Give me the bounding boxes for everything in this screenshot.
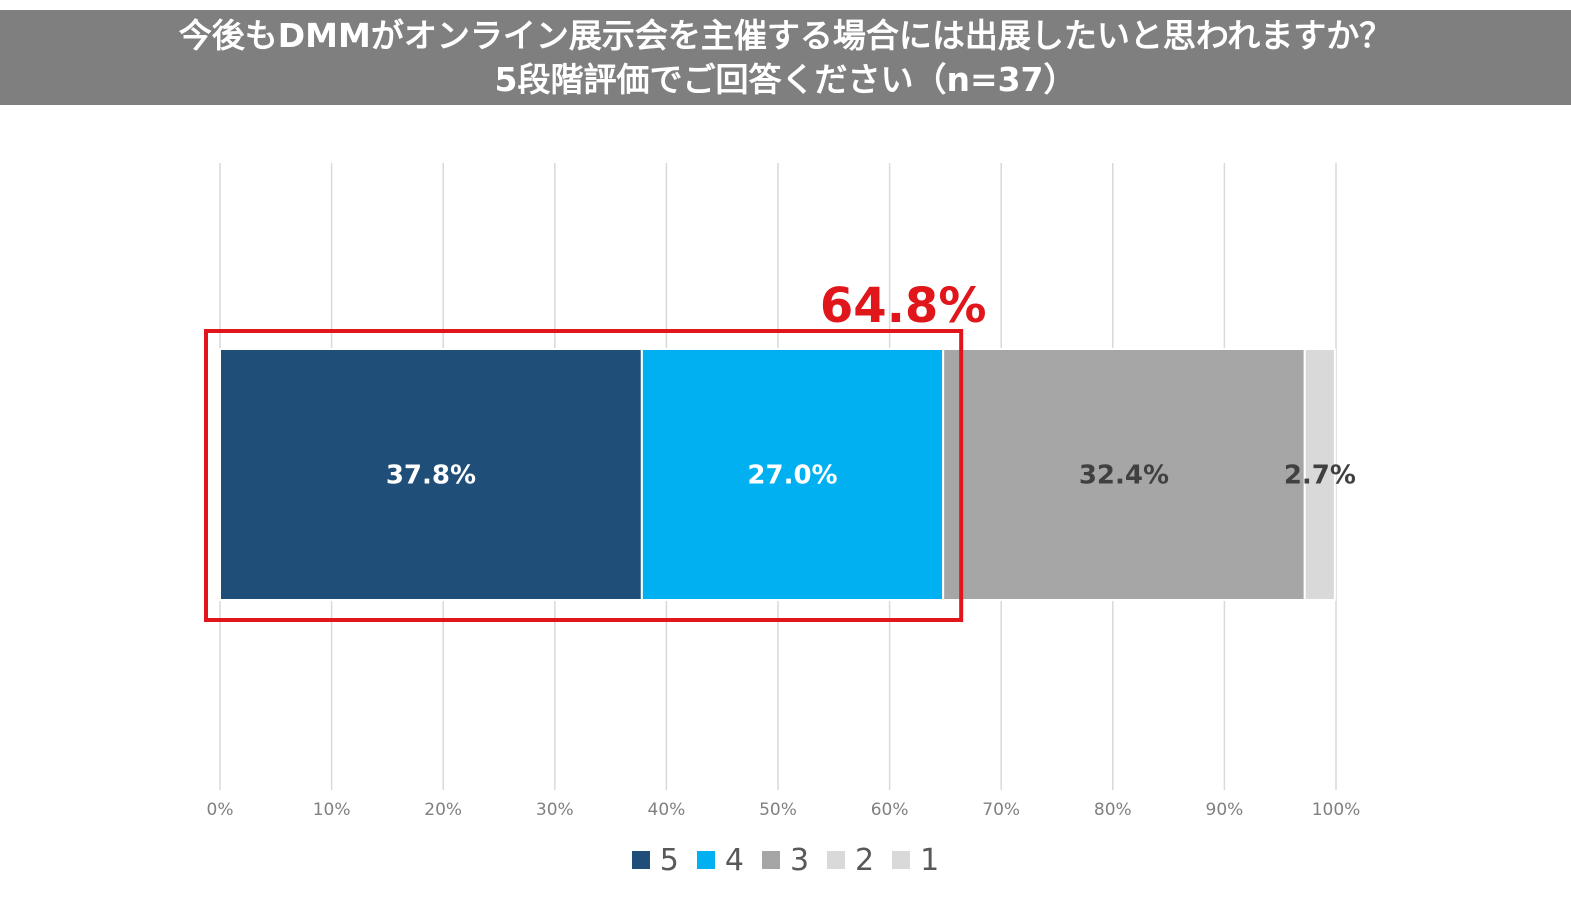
legend-swatch bbox=[631, 851, 650, 869]
x-tick-label: 90% bbox=[1206, 800, 1244, 820]
bar-segment bbox=[640, 348, 945, 601]
x-tick-label: 40% bbox=[648, 800, 686, 820]
legend-label: 3 bbox=[789, 842, 810, 878]
bar-segment bbox=[942, 348, 1306, 601]
chart-subtitle: 5段階評価でご回答ください（n=37） bbox=[494, 59, 1077, 99]
bar-segment bbox=[219, 348, 643, 601]
legend-item: 3 bbox=[761, 842, 810, 878]
legend-swatch bbox=[696, 851, 715, 869]
x-tick-label: 70% bbox=[982, 800, 1020, 820]
legend-item: 4 bbox=[696, 842, 744, 878]
x-tick-label: 50% bbox=[759, 800, 797, 820]
data-label: 27.0% bbox=[747, 461, 837, 491]
x-tick-label: 100% bbox=[1312, 800, 1361, 820]
x-tick-label: 0% bbox=[207, 800, 234, 820]
annotation-label: 64.8% bbox=[820, 278, 987, 334]
legend-item: 2 bbox=[827, 843, 874, 878]
legend-label: 1 bbox=[920, 842, 940, 878]
highlight-box bbox=[204, 329, 964, 622]
bar-segment bbox=[1303, 348, 1336, 601]
chart-title-band: 今後もDMMがオンライン展示会を主催する場合には出展したいと思われますか？ 5段… bbox=[0, 10, 1571, 105]
data-label: 32.4% bbox=[1079, 461, 1169, 491]
x-tick-label: 80% bbox=[1094, 800, 1132, 820]
legend-label: 2 bbox=[855, 842, 875, 878]
x-tick-label: 30% bbox=[536, 800, 574, 820]
chart-legend: 5 4 3 2 1 bbox=[0, 842, 1571, 878]
x-tick-label: 60% bbox=[871, 800, 909, 820]
x-tick-label: 10% bbox=[313, 800, 351, 820]
legend-swatch bbox=[827, 851, 846, 869]
legend-item: 5 bbox=[631, 842, 679, 878]
x-tick-label: 20% bbox=[424, 800, 462, 820]
legend-label: 4 bbox=[724, 842, 744, 878]
data-label: 2.7% bbox=[1284, 461, 1356, 491]
data-label: 37.8% bbox=[386, 461, 476, 491]
chart-title: 今後もDMMがオンライン展示会を主催する場合には出展したいと思われますか？ bbox=[178, 15, 1393, 55]
legend-swatch bbox=[892, 851, 911, 869]
legend-item: 1 bbox=[892, 843, 939, 878]
legend-swatch bbox=[761, 851, 780, 869]
legend-label: 5 bbox=[659, 842, 679, 878]
